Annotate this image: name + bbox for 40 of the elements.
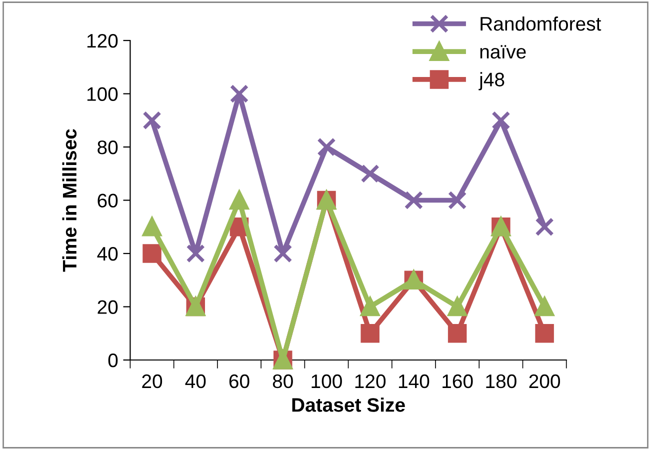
x-tick-label: 140	[398, 374, 430, 388]
x-tick-label: 100	[312, 374, 342, 388]
point	[448, 324, 467, 343]
x-tick-label: 20	[142, 374, 162, 388]
x-tick-label: 120	[355, 374, 386, 388]
y-tick-label: 120	[87, 34, 118, 48]
legend-label: Randomforest	[480, 16, 602, 31]
point	[448, 190, 467, 210]
point	[142, 244, 162, 263]
point	[317, 138, 336, 156]
point	[448, 297, 467, 316]
x-tick-label: 200	[529, 374, 560, 388]
x-axis-title: Dataset Size	[292, 398, 405, 412]
y-tick-label: 40	[97, 246, 118, 261]
y-tick-label: 60	[98, 194, 118, 208]
point	[535, 324, 554, 343]
x-tick-label: 60	[229, 374, 250, 388]
point	[404, 190, 424, 210]
point	[360, 297, 380, 316]
point	[535, 218, 554, 236]
legend-label: j48	[478, 72, 504, 90]
x-tick-label: 160	[442, 374, 473, 388]
point	[492, 111, 510, 130]
y-tick-label: 100	[87, 87, 118, 101]
point	[230, 190, 249, 210]
point	[535, 297, 554, 316]
point	[360, 324, 380, 343]
x-tick-label: 40	[185, 374, 206, 388]
legend-label: naïve	[480, 45, 526, 59]
point	[360, 164, 380, 183]
y-tick-label: 0	[108, 353, 118, 368]
x-tick-label: 80	[272, 374, 293, 388]
y-tick-label: 80	[98, 140, 118, 154]
x-tick-label: 180	[486, 374, 516, 388]
point	[142, 111, 162, 130]
point	[186, 244, 205, 263]
y-tick-label: 20	[98, 300, 118, 314]
point	[230, 84, 249, 104]
point	[273, 244, 292, 263]
y-axis-title: Time in Millisec	[62, 129, 77, 272]
